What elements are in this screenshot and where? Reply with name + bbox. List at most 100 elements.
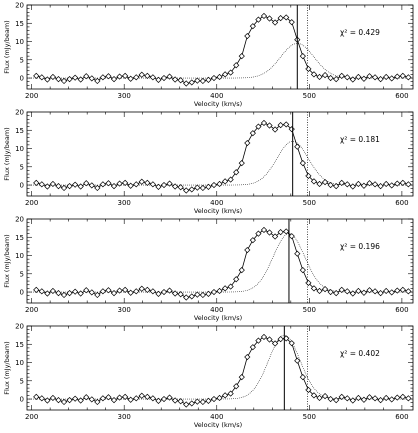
panel-2: 200 300 400 500 600 0 5 10 15 20 Velocity (km/s) Fl…: [3, 109, 414, 215]
x-tick-label: 200: [25, 92, 38, 100]
data-point: [177, 398, 184, 405]
data-point: [383, 73, 390, 81]
data-point: [144, 72, 151, 79]
data-point: [72, 395, 79, 402]
data-point: [133, 288, 140, 295]
data-point: [249, 344, 256, 351]
y-tick-label: 0: [20, 182, 24, 190]
x-axis-label: Velocity (km/s): [194, 421, 242, 428]
data-point: [238, 374, 245, 381]
data-point: [116, 287, 123, 294]
data-point: [399, 179, 406, 186]
data-point: [227, 283, 234, 290]
data-point: [99, 181, 106, 188]
data-point: [333, 183, 340, 190]
data-point: [260, 333, 268, 341]
data-point: [144, 393, 151, 400]
x-tick-label: 300: [118, 306, 131, 314]
data-point: [110, 397, 118, 404]
data-point: [66, 290, 73, 297]
data-point: [44, 76, 51, 83]
data-point: [166, 287, 173, 294]
panel-4: 200 300 400 500 600 0 5 10 15 20 Velocity (km/s) Fl…: [3, 323, 414, 429]
data-point: [77, 290, 84, 297]
data-point: [266, 229, 273, 236]
x-tick-label: 500: [303, 306, 316, 314]
data-point: [305, 386, 312, 394]
y-tick-label: 10: [15, 38, 24, 46]
data-point: [83, 180, 90, 187]
data-point: [266, 122, 273, 129]
data-point: [344, 288, 351, 295]
data-point: [227, 69, 234, 76]
x-tick-label: 300: [118, 413, 131, 421]
data-point: [316, 180, 323, 188]
data-point: [355, 287, 362, 295]
data-point: [333, 290, 340, 297]
data-point: [366, 73, 373, 80]
data-point: [72, 181, 79, 188]
data-point: [133, 74, 140, 81]
data-point: [271, 126, 279, 133]
data-point: [366, 394, 373, 401]
y-tick-label: 15: [15, 127, 24, 135]
data-point: [216, 180, 223, 188]
data-point: [83, 73, 90, 80]
data-point: [327, 74, 334, 82]
observed-line: [36, 122, 409, 191]
data-point: [271, 340, 279, 347]
x-axis-label: Velocity (km/s): [194, 207, 242, 215]
data-point: [333, 76, 340, 83]
data-point: [255, 337, 262, 344]
data-point: [149, 395, 156, 402]
plot-frame: [26, 218, 414, 304]
y-tick-label: 15: [15, 341, 24, 349]
data-point: [94, 184, 101, 192]
data-point: [99, 288, 106, 295]
data-point: [116, 73, 123, 80]
data-point: [199, 398, 206, 406]
data-point: [210, 288, 218, 296]
data-point: [122, 286, 129, 293]
data-point: [316, 287, 323, 295]
data-point: [127, 289, 134, 296]
data-point: [205, 76, 212, 83]
data-point: [166, 394, 173, 401]
data-point: [155, 76, 162, 83]
data-point: [38, 181, 45, 188]
data-point: [155, 183, 162, 190]
data-point: [249, 237, 256, 244]
data-point: [99, 74, 106, 81]
data-point: [221, 392, 229, 399]
data-point: [105, 73, 112, 80]
data-point: [49, 73, 57, 81]
data-point: [116, 180, 123, 187]
data-point: [227, 176, 234, 183]
data-point: [194, 77, 201, 84]
data-point: [349, 290, 356, 297]
data-point: [221, 285, 229, 292]
data-point: [288, 126, 295, 133]
data-point: [199, 77, 206, 85]
data-point: [383, 287, 390, 295]
data-point: [399, 393, 406, 400]
data-point: [349, 397, 356, 404]
data-point: [394, 180, 401, 187]
data-point: [133, 395, 140, 402]
data-point: [205, 183, 212, 190]
data-point: [221, 178, 229, 185]
y-tick-label: 15: [15, 20, 24, 28]
data-point: [399, 72, 406, 79]
data-point: [338, 72, 345, 79]
data-point: [371, 74, 379, 81]
data-point: [188, 293, 195, 300]
model-curve: [27, 43, 413, 79]
data-point: [283, 228, 290, 235]
data-point: [233, 276, 240, 283]
data-point: [183, 294, 190, 301]
x-tick-label: 600: [395, 92, 408, 100]
data-point: [338, 393, 345, 400]
data-point: [194, 184, 201, 191]
data-point: [55, 290, 62, 297]
data-point: [344, 395, 351, 402]
